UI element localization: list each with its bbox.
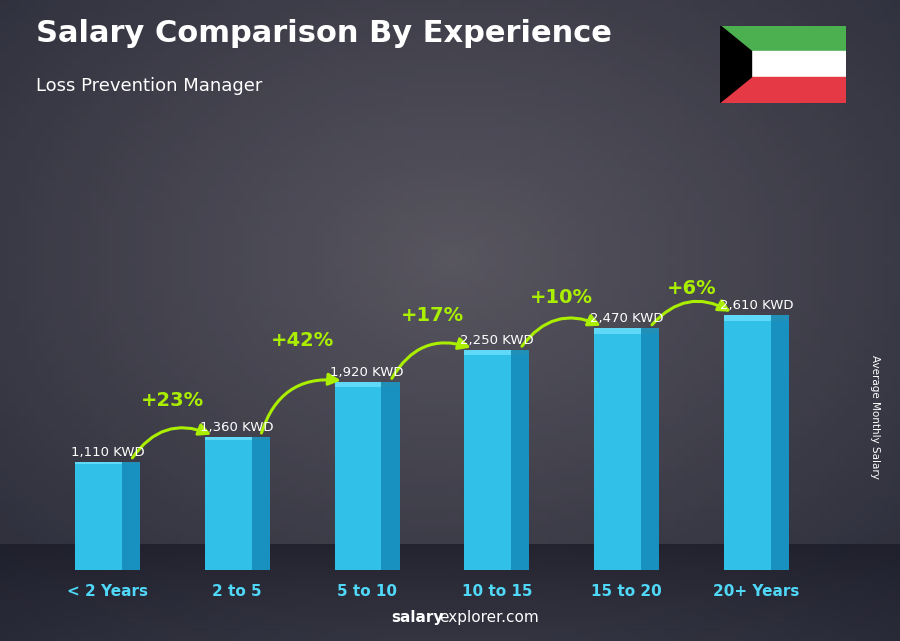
Bar — [720, 77, 846, 103]
Bar — [724, 315, 771, 321]
Text: +6%: +6% — [667, 279, 716, 298]
Bar — [122, 462, 140, 570]
Text: 1,360 KWD: 1,360 KWD — [201, 421, 274, 434]
Bar — [641, 328, 659, 570]
Bar — [594, 328, 641, 335]
Bar — [122, 462, 140, 464]
Bar — [464, 350, 511, 570]
Text: +42%: +42% — [271, 331, 334, 350]
Bar — [382, 382, 400, 387]
Text: +10%: +10% — [530, 288, 593, 307]
Text: Average Monthly Salary: Average Monthly Salary — [869, 354, 880, 479]
Bar — [720, 26, 846, 51]
Text: 1,920 KWD: 1,920 KWD — [330, 366, 404, 379]
Text: Salary Comparison By Experience: Salary Comparison By Experience — [36, 19, 612, 48]
Bar — [771, 315, 789, 321]
Bar — [251, 437, 270, 570]
Bar — [594, 328, 641, 570]
Bar — [511, 350, 529, 570]
Bar — [511, 350, 529, 355]
Bar — [724, 315, 771, 570]
Bar — [75, 462, 122, 570]
Bar — [382, 382, 400, 570]
Text: 1,110 KWD: 1,110 KWD — [70, 445, 144, 459]
Bar — [205, 437, 251, 440]
Text: 2,470 KWD: 2,470 KWD — [590, 312, 663, 326]
Text: +23%: +23% — [140, 392, 204, 410]
Bar — [205, 437, 251, 570]
Text: explorer.com: explorer.com — [439, 610, 539, 625]
Text: salary: salary — [392, 610, 444, 625]
Bar — [251, 437, 270, 440]
Text: Loss Prevention Manager: Loss Prevention Manager — [36, 77, 263, 95]
Bar — [335, 382, 382, 570]
Bar — [464, 350, 511, 355]
Bar — [75, 462, 122, 464]
Text: +17%: +17% — [400, 306, 464, 326]
Text: 2,250 KWD: 2,250 KWD — [460, 334, 534, 347]
Bar — [641, 328, 659, 335]
Bar — [335, 382, 382, 387]
Text: 2,610 KWD: 2,610 KWD — [720, 299, 793, 312]
Bar — [771, 315, 789, 570]
Polygon shape — [720, 26, 751, 103]
Bar — [720, 51, 846, 77]
